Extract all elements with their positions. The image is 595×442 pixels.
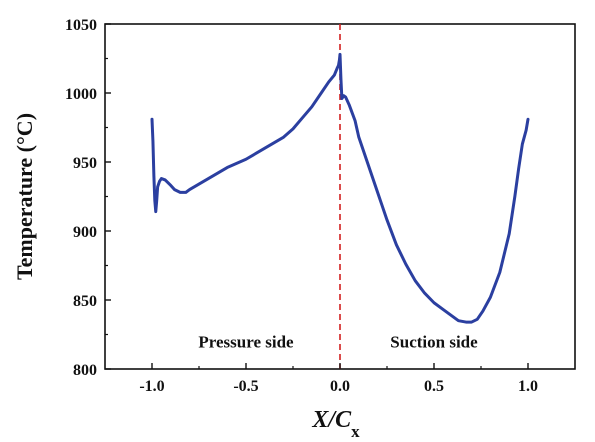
- x-tick-label: 0.5: [424, 378, 444, 395]
- x-tick-label: 0.0: [330, 378, 350, 395]
- x-tick-label: -0.5: [233, 378, 258, 395]
- x-axis-title: X/Cx: [311, 407, 360, 441]
- y-tick-label: 800: [73, 362, 97, 379]
- y-tick-label: 950: [73, 155, 97, 172]
- y-tick-label: 1050: [65, 17, 97, 34]
- pressure-side-annotation: Pressure side: [198, 332, 294, 351]
- x-tick-label: -1.0: [139, 378, 164, 395]
- temperature-series-line: [150, 52, 530, 324]
- y-axis-title: Temperature (°C): [12, 113, 37, 280]
- suction-side-annotation: Suction side: [390, 332, 478, 351]
- y-tick-label: 850: [73, 293, 97, 310]
- y-tick-label: 900: [73, 224, 97, 241]
- x-tick-label: 1.0: [518, 378, 538, 395]
- y-tick-label: 1000: [65, 86, 97, 103]
